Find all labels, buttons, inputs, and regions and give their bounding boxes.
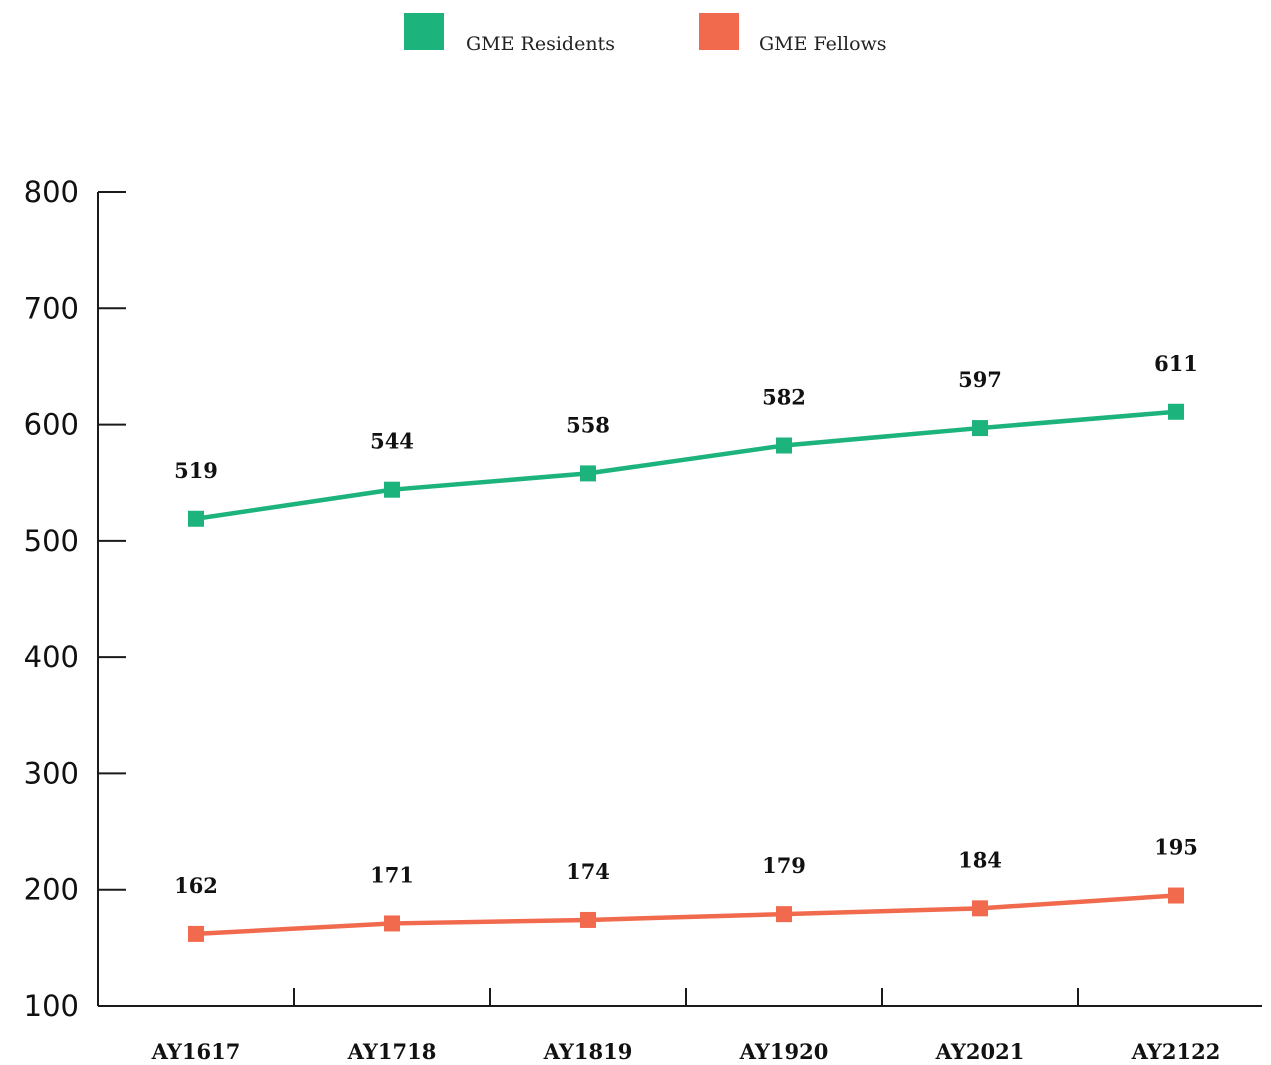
data-label: 611 xyxy=(1154,351,1198,376)
series-line xyxy=(196,896,1176,934)
data-label: 174 xyxy=(566,859,610,884)
data-point xyxy=(384,915,400,931)
series-gme-residents: 519 544 558 582 597 611 xyxy=(174,351,1198,527)
legend: GME Residents GME Fellows xyxy=(404,13,887,55)
data-label: 558 xyxy=(566,412,610,437)
data-point xyxy=(776,438,792,454)
legend-item-gme-residents: GME Residents xyxy=(404,13,615,55)
legend-label: GME Residents xyxy=(466,33,615,55)
data-label: 162 xyxy=(174,873,218,898)
x-tick-label: AY1920 xyxy=(739,1039,829,1064)
y-tick-label: 600 xyxy=(24,408,79,442)
x-tick-label: AY1819 xyxy=(543,1039,633,1064)
data-point xyxy=(580,912,596,928)
data-point xyxy=(972,900,988,916)
axes: 100 200 300 400 500 600 700 800 AY1617 AY1718 AY18… xyxy=(24,175,1262,1064)
legend-item-gme-fellows: GME Fellows xyxy=(699,13,887,55)
data-label: 179 xyxy=(762,853,806,878)
data-label: 184 xyxy=(958,847,1002,872)
y-tick-label: 100 xyxy=(24,989,79,1023)
data-label: 171 xyxy=(370,862,414,887)
y-tick-label: 700 xyxy=(24,291,79,325)
x-tick-label: AY2122 xyxy=(1131,1039,1221,1064)
data-point xyxy=(188,511,204,527)
y-tick-label: 300 xyxy=(24,756,79,790)
legend-label: GME Fellows xyxy=(759,33,887,55)
x-tick-label: AY2021 xyxy=(935,1039,1025,1064)
legend-swatch xyxy=(404,13,444,50)
data-label: 195 xyxy=(1154,835,1198,860)
data-point xyxy=(188,926,204,942)
data-label: 544 xyxy=(370,429,414,454)
y-tick-label: 200 xyxy=(24,873,79,907)
y-tick-label: 400 xyxy=(24,640,79,674)
data-label: 519 xyxy=(174,458,218,483)
data-point xyxy=(580,465,596,481)
y-tick-label: 800 xyxy=(24,175,79,209)
x-tick-label: AY1718 xyxy=(347,1039,437,1064)
series-gme-fellows: 162 171 174 179 184 195 xyxy=(174,835,1198,942)
data-label: 597 xyxy=(958,367,1002,392)
data-point xyxy=(1168,404,1184,420)
data-point xyxy=(1168,888,1184,904)
data-label: 582 xyxy=(762,385,806,410)
series-line xyxy=(196,412,1176,519)
x-tick-label: AY1617 xyxy=(151,1039,241,1064)
y-tick-label: 500 xyxy=(24,524,79,558)
series-layer: 519 544 558 582 597 611 162 171 174 179 184 195 xyxy=(174,351,1198,942)
data-point xyxy=(776,906,792,922)
legend-swatch xyxy=(699,13,739,50)
data-point xyxy=(384,482,400,498)
data-point xyxy=(972,420,988,436)
